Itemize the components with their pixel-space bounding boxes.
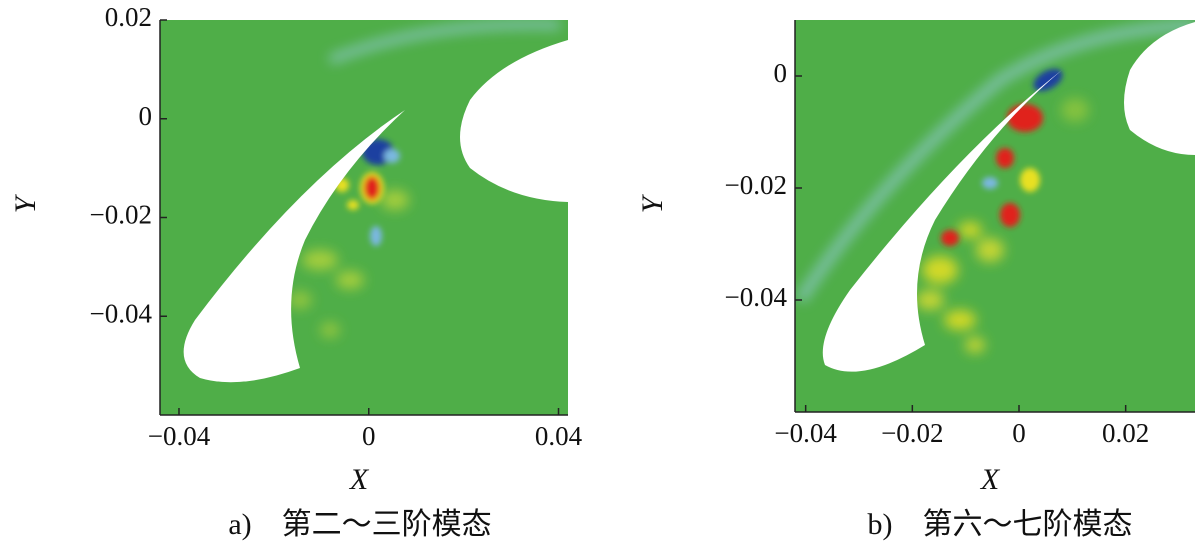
- y-tick-label: −0.04: [725, 282, 788, 312]
- panel-title: b) 第六～七阶模态: [868, 508, 1133, 541]
- y-tick-label: 0: [774, 58, 788, 88]
- x-tick-label: −0.04: [774, 418, 837, 448]
- y-tick-label: −0.04: [90, 298, 153, 328]
- x-tick-label: 0: [362, 421, 376, 451]
- x-axis-label: X: [349, 463, 370, 496]
- panel-title: a) 第二～三阶模态: [228, 508, 491, 541]
- x-tick-label: −0.02: [881, 418, 943, 448]
- x-axis-label: X: [980, 463, 1001, 496]
- field-a: [160, 20, 568, 415]
- y-tick-label: 0: [139, 101, 153, 131]
- x-tick-label: 0.04: [535, 421, 583, 451]
- x-tick-label: −0.04: [148, 421, 211, 451]
- y-axis-label: Y: [636, 193, 669, 213]
- y-tick-label: −0.02: [90, 200, 152, 230]
- x-tick-label: 0: [1012, 418, 1026, 448]
- field-b: [795, 20, 1195, 412]
- y-tick-label: −0.02: [725, 170, 787, 200]
- x-tick-label: 0.02: [1102, 418, 1149, 448]
- y-tick-label: 0.02: [105, 2, 152, 32]
- y-axis-label: Y: [9, 193, 42, 213]
